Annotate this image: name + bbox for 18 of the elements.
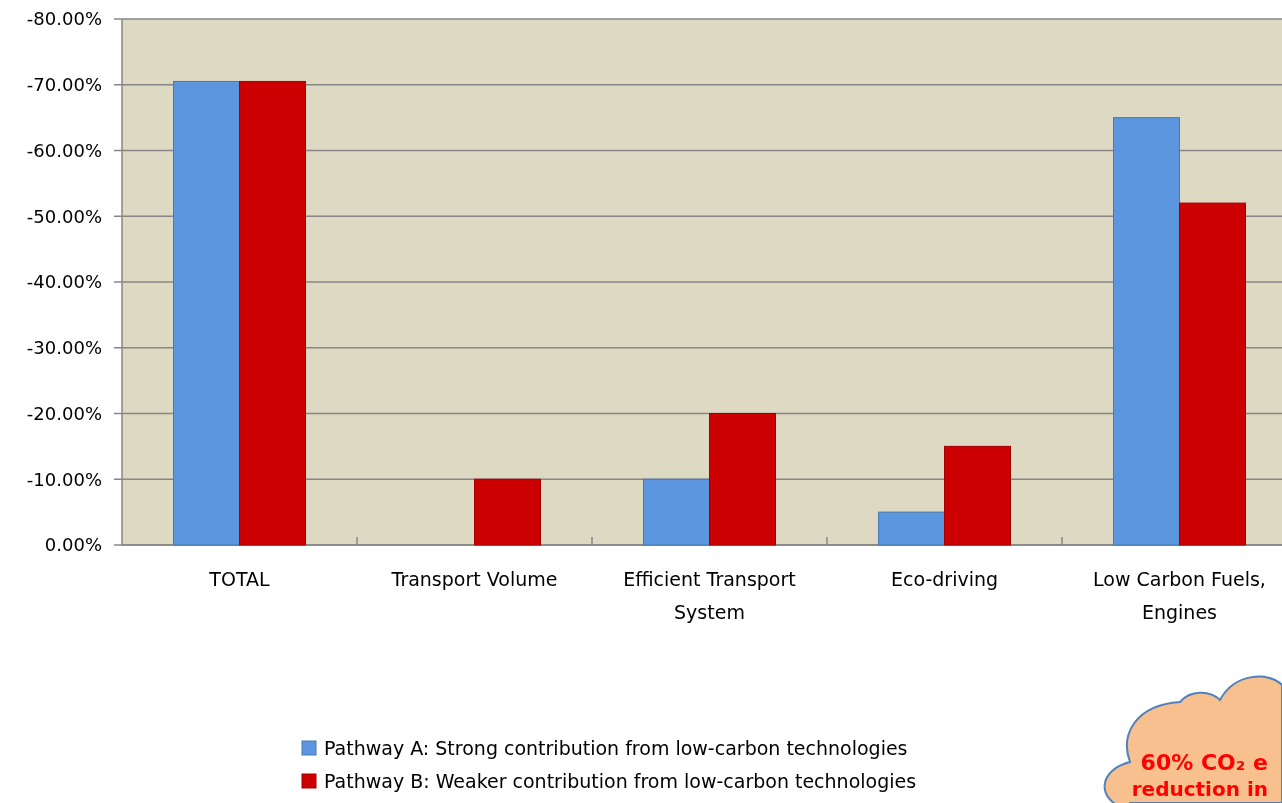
x-tick-label: Efficient Transport System (623, 568, 796, 623)
x-tick-label: Low Carbon Fuels, Engines (1093, 568, 1266, 623)
x-tick-label: Transport Volume (390, 568, 558, 590)
y-tick-label: -80.00% (26, 8, 102, 30)
text: 60% CO₂ e (1140, 750, 1268, 775)
y-tick-label: -60.00% (26, 139, 102, 161)
y-tick-label: -50.00% (26, 205, 102, 227)
x-tick-label: Eco-driving (890, 568, 999, 590)
y-tick-label: -20.00% (26, 402, 102, 424)
legend-label: Pathway A: Strong contribution from low-carbon technologies (324, 736, 908, 759)
x-tick-label: TOTAL (208, 568, 271, 590)
y-tick-label: -10.00% (26, 468, 102, 490)
y-tick-label: 0.00% (44, 534, 102, 556)
y-tick-label: -30.00% (26, 337, 102, 359)
y-tick-label: -40.00% (26, 271, 102, 293)
y-tick-label: -70.00% (26, 74, 102, 96)
legend-label: Pathway B: Weaker contribution from low-carbon technologies (324, 769, 917, 792)
text: reduction in (1131, 777, 1268, 801)
